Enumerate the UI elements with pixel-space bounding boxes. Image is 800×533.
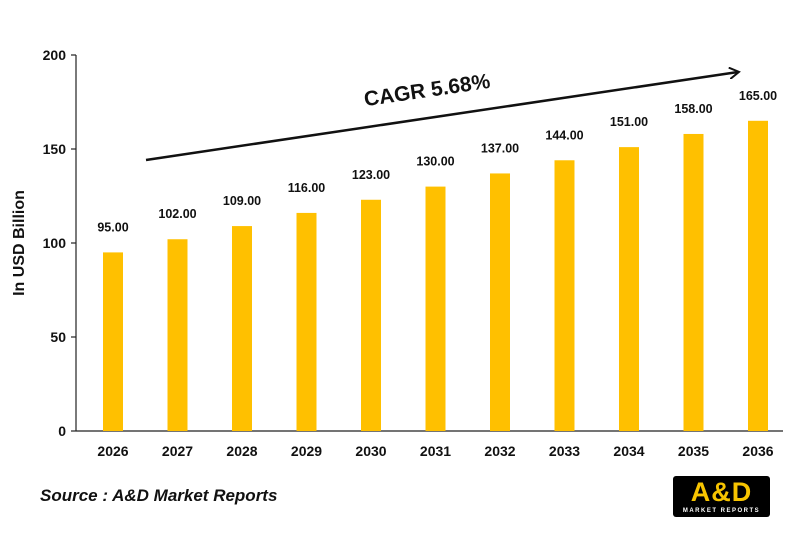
x-tick-label-2032: 2032 [484,443,515,459]
bar-2026 [103,252,123,431]
bar-2028 [232,226,252,431]
source-note: Source : A&D Market Reports [40,486,278,505]
cagr-arrow [145,72,738,162]
y-tick-label: 150 [43,141,67,157]
data-label-2034: 151.00 [610,115,648,129]
data-label-2027: 102.00 [158,207,196,221]
y-axis-title: In USD Billion [11,190,28,296]
x-tick-label-2036: 2036 [742,443,773,459]
x-tick-label-2033: 2033 [549,443,580,459]
bar-2027 [167,239,188,431]
data-label-2030: 123.00 [352,168,390,182]
data-label-2028: 109.00 [223,194,261,208]
bar-series [103,120,768,432]
y-tick-label: 0 [58,423,66,439]
data-labels: 95.00 102.00 109.00 116.00 123.00 130.00 137.0… [97,89,777,235]
y-tick-label: 100 [43,235,67,251]
bar-2033 [554,160,575,431]
data-label-2031: 130.00 [416,155,454,169]
bar-2032 [490,173,510,431]
bar-2036 [748,120,768,432]
x-tick-label-2028: 2028 [226,443,257,459]
logo-tagline: MARKET REPORTS [682,508,761,514]
data-label-2036: 165.00 [739,89,777,103]
data-label-2035: 158.00 [674,102,712,116]
x-tick-label-2034: 2034 [613,443,644,459]
x-tick-label-2030: 2030 [355,443,386,459]
y-axis: 0 50 100 150 200 [43,47,77,439]
bar-2031 [425,186,446,431]
bar-2029 [296,212,317,431]
x-tick-label-2035: 2035 [678,443,709,459]
x-tick-label-2026: 2026 [97,443,128,459]
bar-2030 [361,199,381,431]
y-tick-label: 200 [43,47,67,63]
data-label-2029: 116.00 [288,181,326,195]
bar-2034 [619,147,639,431]
data-label-2033: 144.00 [545,128,583,142]
x-tick-label-2027: 2027 [162,443,193,459]
bar-2035 [683,133,704,431]
brand-logo: A&D MARKET REPORTS [673,476,770,517]
logo-wordmark: A&D [690,477,753,507]
cagr-label: CAGR 5.68% [362,70,492,111]
y-tick-label: 50 [50,329,66,345]
data-label-2032: 137.00 [481,141,519,155]
cagr-annotation: CAGR 5.68% [145,70,738,162]
data-label-2026: 95.00 [97,220,128,234]
x-tick-label-2031: 2031 [420,443,451,459]
x-axis: 2026 2027 2028 2029 2030 2031 2032 2033 2034 2035… [76,430,783,459]
x-tick-label-2029: 2029 [291,443,322,459]
